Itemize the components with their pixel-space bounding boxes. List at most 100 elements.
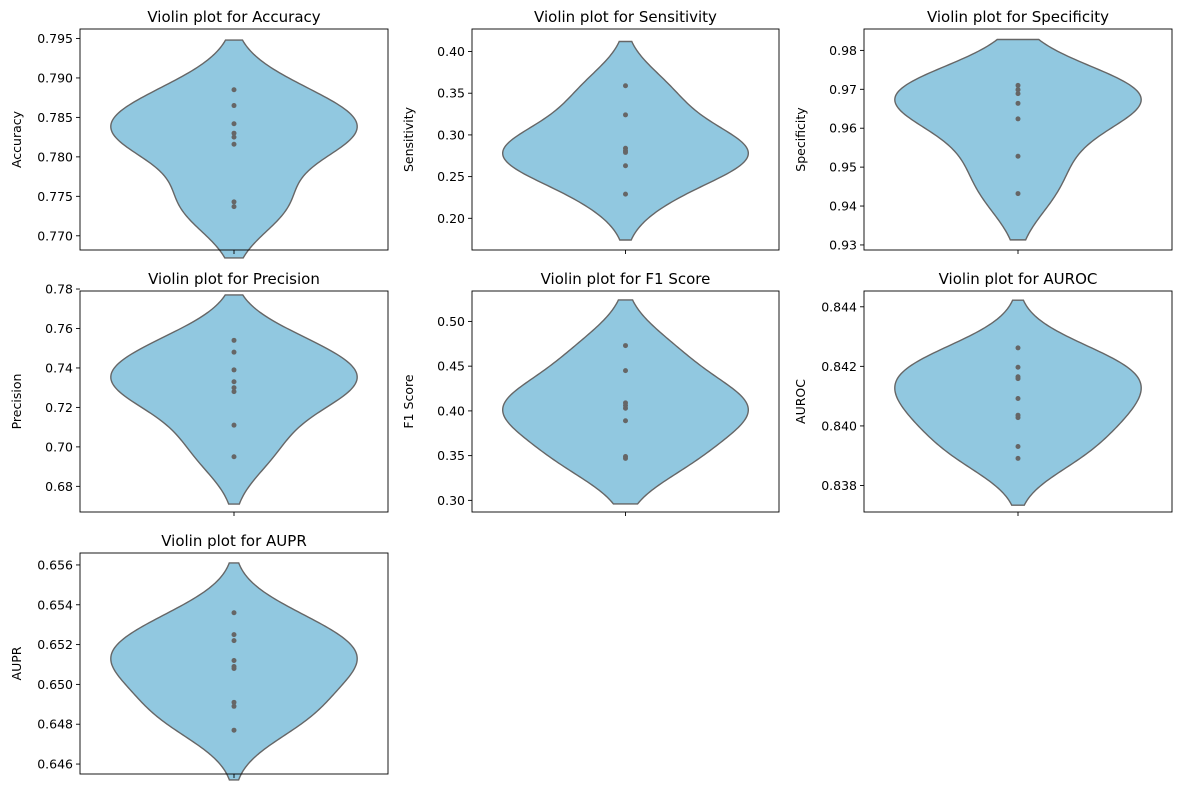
- data-point: [231, 422, 237, 428]
- data-point: [1015, 153, 1021, 159]
- violin-body: [894, 299, 1142, 506]
- y-axis-label: AUROC: [793, 379, 808, 424]
- y-tick-label: 0.35: [437, 448, 465, 463]
- data-point: [231, 638, 237, 644]
- y-tick-label: 0.775: [37, 189, 73, 204]
- y-tick-label: 0.785: [37, 110, 73, 125]
- y-tick-label: 0.70: [45, 439, 73, 454]
- y-tick-label: 0.72: [45, 400, 73, 415]
- data-point: [1015, 443, 1021, 449]
- violin-body: [501, 40, 750, 241]
- y-tick-label: 0.78: [45, 282, 73, 297]
- subplot-2: 0.20 0.25 0.30 0.35 0.40 Violin plot for Sens…: [401, 8, 780, 254]
- y-tick-label: 0.648: [37, 717, 73, 732]
- y-tick-label: 0.25: [437, 169, 465, 184]
- data-point: [231, 134, 237, 140]
- y-tick-label: 0.654: [37, 597, 73, 612]
- data-point: [623, 191, 628, 197]
- y-tick-label: 0.97: [829, 82, 857, 97]
- y-tick-label: 0.790: [37, 70, 73, 85]
- data-point: [231, 385, 237, 391]
- y-tick-label: 0.30: [437, 127, 465, 142]
- data-point: [1015, 116, 1021, 122]
- y-tick-label: 0.30: [437, 493, 465, 508]
- subplot-title: Violin plot for AUROC: [939, 270, 1098, 288]
- data-point: [623, 343, 628, 349]
- data-point: [231, 121, 237, 127]
- data-point: [231, 727, 237, 733]
- y-tick-label: 0.780: [37, 149, 73, 164]
- y-tick-label: 0.838: [821, 478, 857, 493]
- y-tick-label: 0.94: [829, 199, 857, 214]
- violin-body: [110, 562, 358, 781]
- data-point: [1015, 82, 1021, 88]
- data-point: [231, 389, 237, 395]
- data-point: [1015, 376, 1021, 382]
- data-point: [231, 454, 237, 460]
- data-point: [623, 149, 628, 155]
- subplot-title: Violin plot for Sensitivity: [534, 8, 717, 26]
- data-point: [1015, 396, 1021, 402]
- violin-body: [110, 39, 358, 259]
- y-axis-label: F1 Score: [401, 374, 416, 428]
- y-tick-label: 0.95: [829, 160, 857, 175]
- y-tick-label: 0.68: [45, 479, 73, 494]
- y-tick-label: 0.656: [37, 557, 73, 572]
- data-point: [231, 665, 237, 671]
- data-point: [623, 112, 628, 118]
- data-point: [231, 204, 237, 210]
- y-tick-label: 0.652: [37, 637, 73, 652]
- violin-body: [110, 294, 358, 505]
- data-point: [623, 368, 628, 374]
- data-point: [623, 405, 628, 411]
- y-tick-label: 0.40: [437, 403, 465, 418]
- subplot-title: Violin plot for Specificity: [927, 8, 1109, 26]
- data-point: [231, 699, 237, 705]
- data-point: [1015, 364, 1021, 370]
- y-tick-label: 0.40: [437, 44, 465, 59]
- data-point: [1015, 191, 1021, 197]
- y-tick-label: 0.650: [37, 677, 73, 692]
- data-point: [231, 632, 237, 638]
- y-tick-label: 0.35: [437, 86, 465, 101]
- data-point: [231, 367, 237, 373]
- violin-body: [894, 38, 1142, 241]
- data-point: [231, 610, 237, 616]
- data-point: [1015, 415, 1021, 421]
- data-point: [623, 455, 628, 461]
- y-tick-label: 0.840: [821, 418, 857, 433]
- y-tick-label: 0.93: [829, 237, 857, 252]
- y-tick-label: 0.50: [437, 314, 465, 329]
- y-tick-label: 0.98: [829, 43, 857, 58]
- data-point: [1015, 100, 1021, 106]
- y-tick-label: 0.646: [37, 757, 73, 772]
- y-tick-label: 0.20: [437, 211, 465, 226]
- subplot-7: 0.646 0.648 0.650 0.652 0.654 0.656 Violin plo…: [9, 532, 389, 781]
- data-point: [1015, 91, 1021, 97]
- data-point: [231, 130, 237, 136]
- y-tick-label: 0.45: [437, 359, 465, 374]
- data-point: [231, 141, 237, 147]
- y-axis-label: AUPR: [9, 646, 24, 680]
- y-tick-label: 0.74: [45, 360, 73, 375]
- data-point: [1015, 345, 1021, 351]
- subplot-4: 0.68 0.70 0.72 0.74 0.76 0.78 Violin plot for …: [9, 270, 389, 516]
- data-point: [231, 337, 237, 343]
- y-tick-label: 0.842: [821, 359, 857, 374]
- data-point: [231, 703, 237, 709]
- data-point: [623, 418, 628, 424]
- subplot-1: 0.770 0.775 0.780 0.785 0.790 0.795 Violin plo…: [9, 8, 389, 259]
- data-point: [1015, 87, 1021, 93]
- data-point: [231, 103, 237, 109]
- y-axis-label: Specificity: [793, 107, 808, 172]
- subplot-title: Violin plot for Precision: [148, 270, 320, 288]
- data-point: [231, 87, 237, 93]
- subplot-5: 0.30 0.35 0.40 0.45 0.50 Violin plot for F1 S…: [401, 270, 780, 516]
- subplot-title: Violin plot for AUPR: [161, 532, 307, 550]
- y-tick-label: 0.770: [37, 228, 73, 243]
- y-axis-label: Precision: [9, 374, 24, 430]
- data-point: [1015, 455, 1021, 461]
- subplot-3: 0.93 0.94 0.95 0.96 0.97 0.98 Violin plot for …: [793, 8, 1173, 254]
- data-point: [623, 83, 628, 89]
